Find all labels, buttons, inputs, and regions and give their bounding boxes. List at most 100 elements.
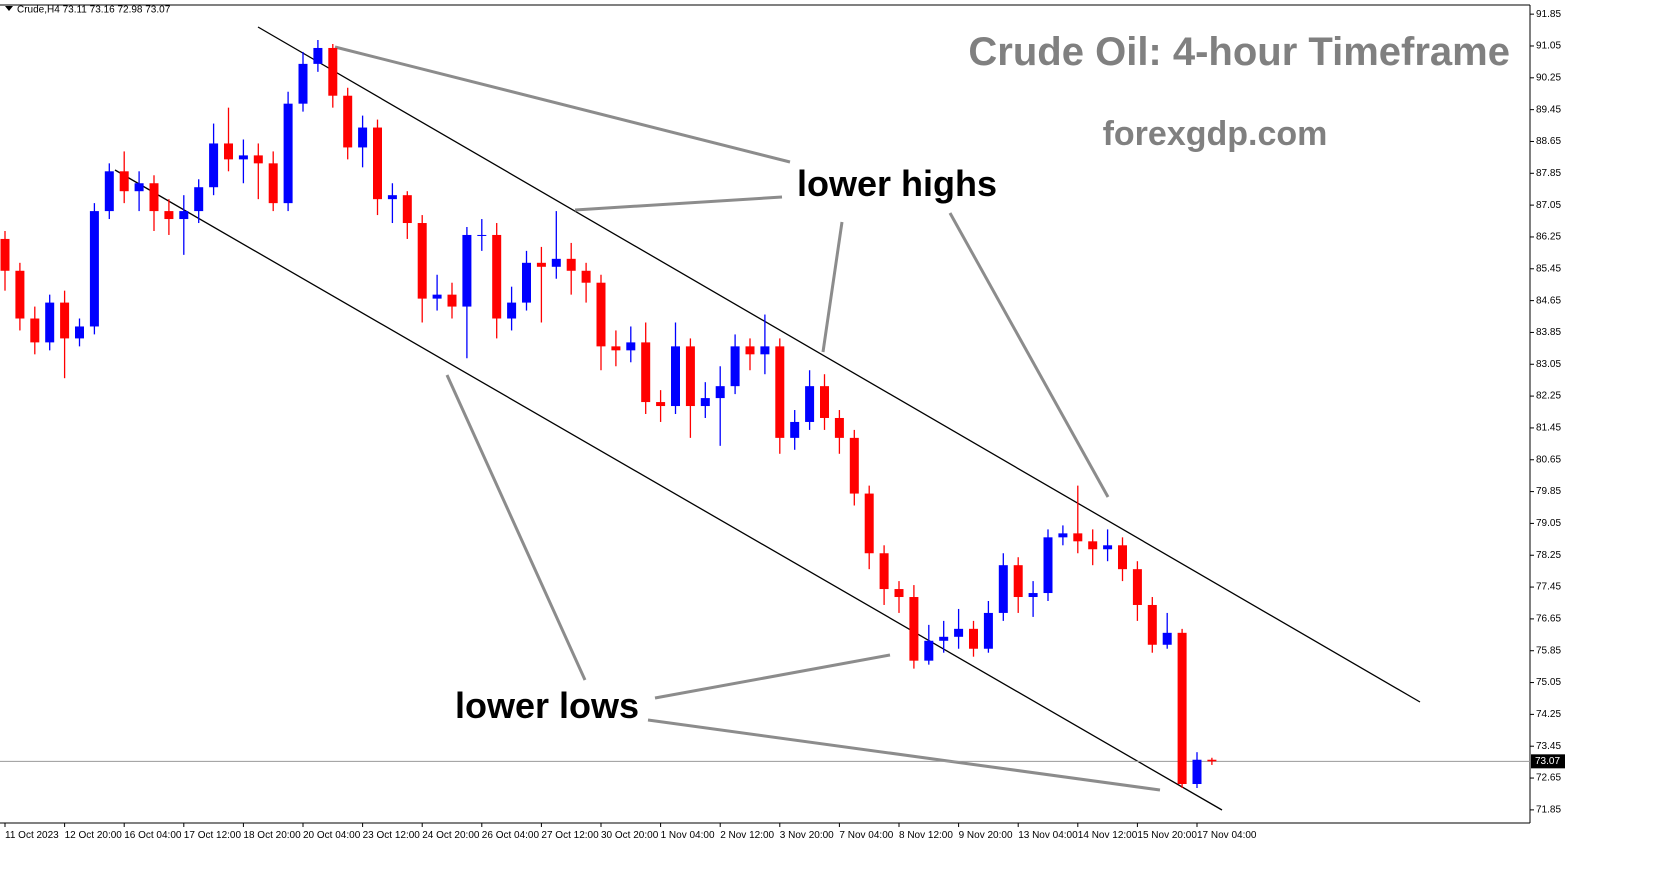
candle-body	[1088, 541, 1098, 550]
y-tick-label: 72.65	[1536, 773, 1561, 784]
x-tick-label: 9 Nov 20:00	[959, 830, 1013, 841]
candle-body	[1058, 533, 1068, 538]
candle-body	[253, 155, 263, 164]
x-tick-label: 30 Oct 20:00	[601, 830, 659, 841]
candle-body	[298, 63, 308, 104]
candle-body	[1177, 632, 1187, 785]
candle-body	[417, 223, 427, 299]
watermark: forexgdp.com	[1103, 115, 1328, 153]
candle-body	[179, 211, 189, 220]
x-tick-label: 20 Oct 04:00	[303, 830, 361, 841]
candle-body	[373, 127, 382, 200]
candle-body	[1013, 565, 1023, 598]
pointer	[445, 374, 587, 681]
x-tick-label: 13 Nov 04:00	[1018, 830, 1078, 841]
candle-body	[775, 346, 785, 438]
candle-body	[358, 127, 368, 148]
candle-body	[60, 302, 70, 339]
y-tick-label: 71.85	[1536, 805, 1561, 816]
candle-body	[1192, 759, 1202, 785]
y-tick-label: 90.25	[1536, 72, 1561, 83]
candle-body	[879, 553, 889, 590]
y-tick-label: 75.85	[1536, 645, 1561, 656]
candle-body	[939, 636, 949, 641]
candle-body	[730, 346, 740, 387]
candle-body	[656, 402, 666, 407]
candle-body	[954, 628, 964, 637]
candle-body	[611, 346, 621, 351]
candle-body	[402, 195, 412, 224]
x-tick-label: 7 Nov 04:00	[839, 830, 893, 841]
x-tick-label: 24 Oct 20:00	[422, 830, 480, 841]
candle-body	[447, 294, 457, 307]
candle-body	[894, 589, 904, 598]
candle-body	[343, 95, 353, 148]
y-tick-label: 87.05	[1536, 200, 1561, 211]
candle-body	[536, 262, 546, 267]
candle-body	[209, 143, 219, 188]
annotation-pointers	[334, 45, 1161, 792]
y-tick-label: 85.45	[1536, 263, 1561, 274]
candle-body	[522, 262, 531, 303]
candle-body	[432, 294, 442, 299]
candle-body	[134, 183, 144, 192]
candle-body	[45, 302, 55, 343]
candle-body	[849, 437, 859, 494]
candle-body	[1132, 569, 1142, 605]
y-tick-label: 86.25	[1536, 232, 1561, 243]
candle-body	[864, 493, 874, 554]
y-tick-label: 79.85	[1536, 486, 1561, 497]
x-tick-label: 27 Oct 12:00	[541, 830, 599, 841]
candle-body	[1207, 759, 1217, 762]
candle-body	[805, 386, 815, 422]
candle-body	[924, 640, 934, 661]
candle-body	[119, 171, 129, 192]
candle-body	[507, 302, 517, 319]
symbol-marker	[5, 6, 13, 11]
x-tick-label: 3 Nov 20:00	[780, 830, 834, 841]
candle-body	[820, 386, 829, 418]
y-tick-label: 80.65	[1536, 454, 1561, 465]
candle-body	[238, 155, 248, 160]
y-tick-label: 83.05	[1536, 359, 1561, 370]
candle-body	[1043, 537, 1053, 594]
candle-body	[1073, 533, 1083, 542]
annotation: lower highs	[797, 163, 997, 204]
pointer	[821, 221, 844, 353]
candle-body	[834, 417, 844, 438]
y-tick-label: 91.85	[1536, 9, 1561, 20]
candle-body	[492, 234, 502, 319]
x-tick-label: 23 Oct 12:00	[363, 830, 421, 841]
candle-body	[551, 258, 561, 267]
candle-body	[477, 234, 487, 236]
candle-body	[149, 183, 159, 212]
candle-body	[909, 597, 919, 661]
candle-body	[998, 565, 1008, 613]
candle-body	[641, 342, 651, 403]
x-tick-label: 18 Oct 20:00	[243, 830, 301, 841]
candle-body	[194, 187, 204, 212]
candle-body	[1118, 545, 1127, 570]
candle-body	[983, 612, 993, 649]
candle-body	[328, 47, 338, 96]
y-tick-label: 83.85	[1536, 327, 1561, 338]
x-tick-label: 14 Nov 12:00	[1078, 830, 1138, 841]
candle-body	[745, 346, 755, 355]
candle-body	[1103, 545, 1113, 550]
candle-body	[313, 47, 323, 64]
candle-body	[164, 211, 174, 220]
x-tick-label: 15 Nov 20:00	[1137, 830, 1197, 841]
pointer	[574, 195, 783, 212]
y-tick-label: 75.05	[1536, 677, 1561, 688]
candle-body	[104, 171, 114, 212]
candle-body	[581, 270, 591, 283]
y-tick-label: 88.65	[1536, 136, 1561, 147]
y-tick-label: 77.45	[1536, 582, 1561, 593]
upper-channel-line	[257, 26, 1421, 703]
candle-body	[30, 318, 40, 343]
candle-body	[626, 342, 636, 351]
y-tick-label: 91.05	[1536, 41, 1561, 52]
x-tick-label: 12 Oct 20:00	[65, 830, 123, 841]
